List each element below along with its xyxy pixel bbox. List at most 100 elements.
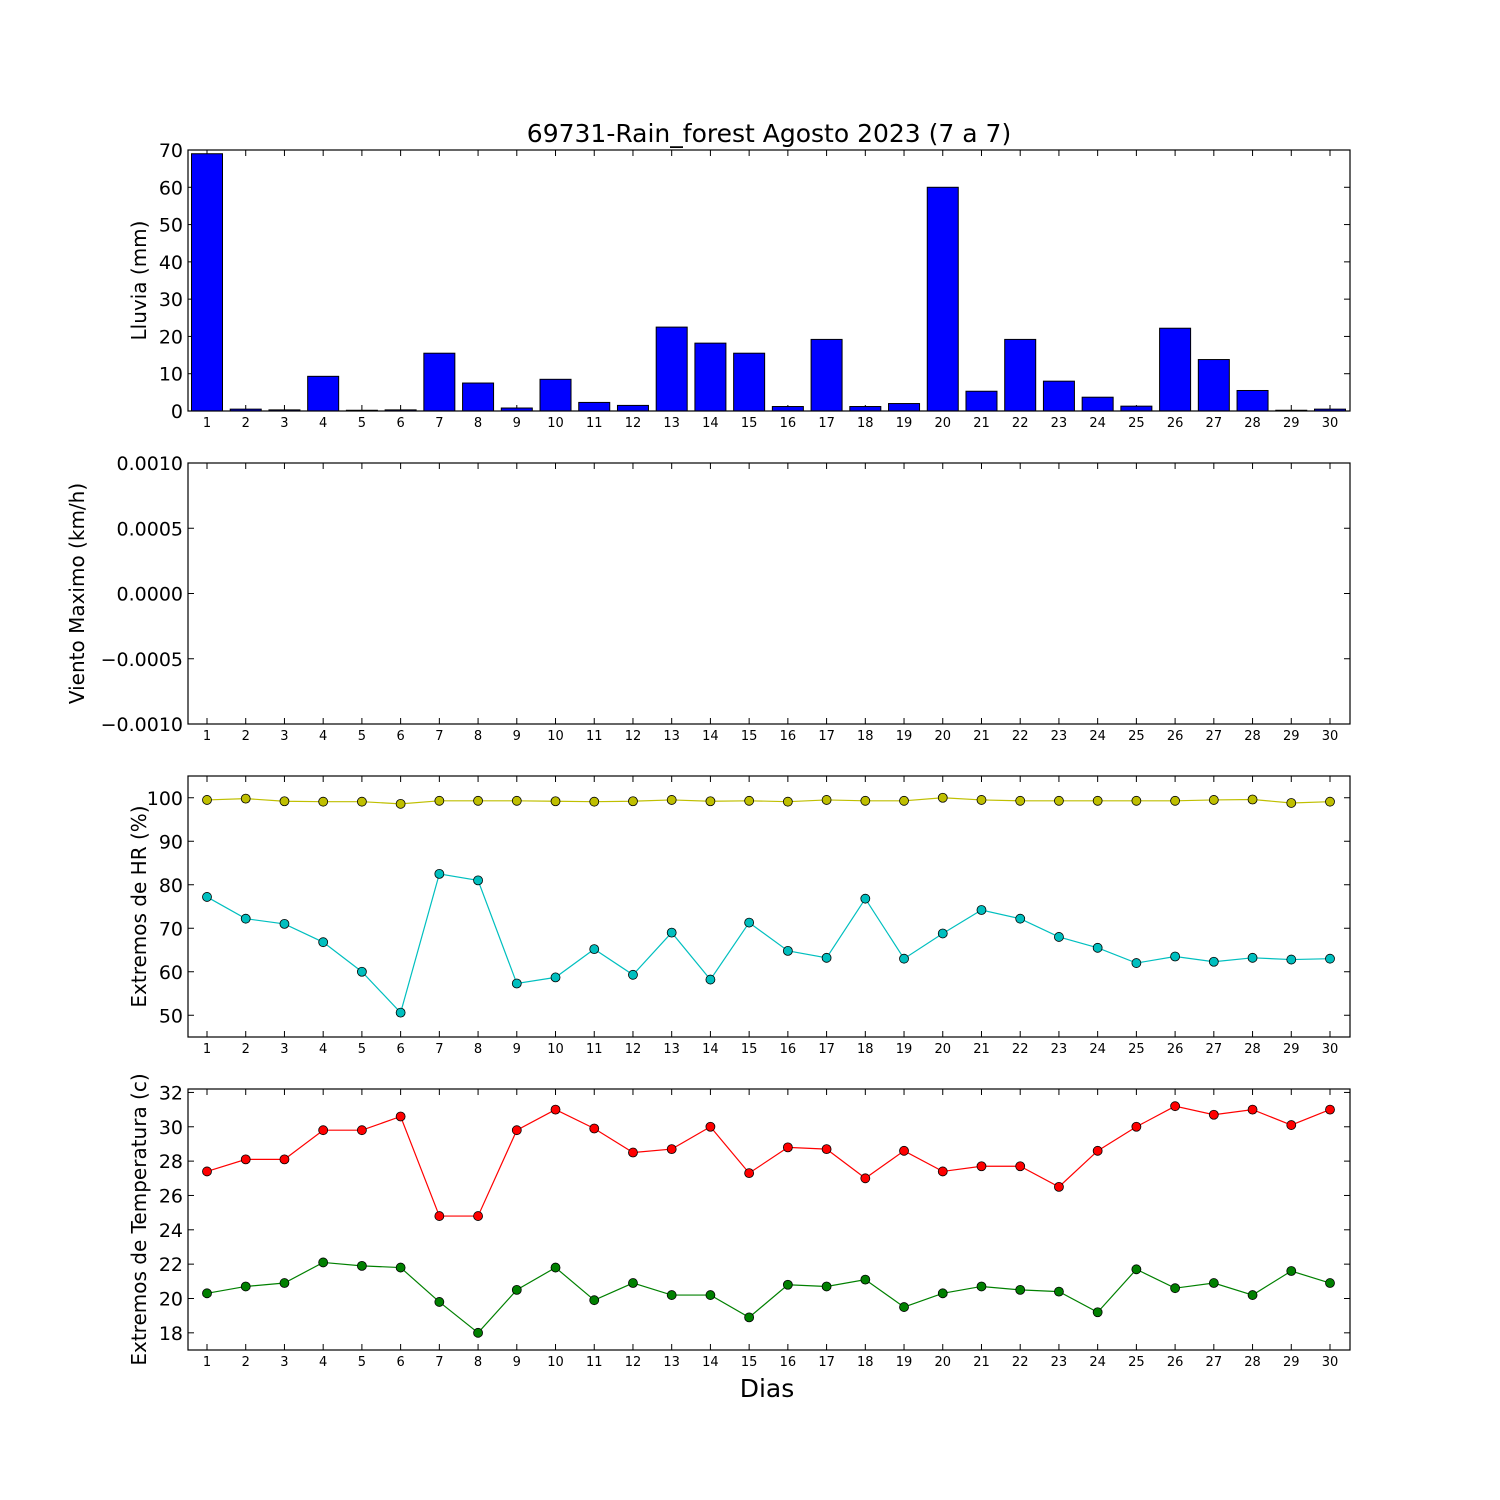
x-tick-label: 16: [780, 1355, 797, 1370]
rain-bar: [462, 382, 495, 412]
series-point: [821, 952, 832, 963]
series-point: [860, 893, 871, 904]
x-tick-label: 4: [319, 729, 327, 744]
rain-bar: [926, 186, 959, 412]
rain-bar: [655, 326, 688, 412]
x-tick-label: 8: [474, 416, 482, 431]
x-tick-label: 6: [396, 416, 404, 431]
series-point: [1325, 953, 1335, 964]
series-point: [1092, 1307, 1103, 1318]
x-tick-label: 28: [1244, 1355, 1261, 1370]
series-point: [1170, 1101, 1181, 1112]
x-tick-label: 1: [203, 1355, 211, 1370]
rain-bar: [771, 406, 804, 412]
x-tick-label: 23: [1051, 416, 1068, 431]
x-tick-label: 22: [1012, 729, 1029, 744]
x-tick-label: 26: [1167, 1355, 1184, 1370]
series-point: [550, 1262, 561, 1273]
x-tick-label: 3: [280, 416, 288, 431]
y-tick-label: 20: [159, 326, 183, 348]
x-tick-label: 9: [513, 729, 521, 744]
x-tick-label: 7: [435, 1042, 443, 1057]
y-tick-label: 70: [159, 140, 183, 162]
x-tick-label: 21: [973, 729, 990, 744]
series-point: [705, 796, 716, 807]
series-point: [1015, 1285, 1026, 1295]
y-tick-label: 80: [159, 875, 183, 897]
x-tick-label: 18: [857, 1355, 874, 1370]
series-point: [1131, 1121, 1142, 1132]
series-point: [356, 1125, 367, 1136]
x-tick-label: 26: [1167, 416, 1184, 431]
x-tick-label: 9: [513, 1355, 521, 1370]
x-tick-label: 29: [1283, 416, 1300, 431]
rain-bar: [1042, 380, 1075, 412]
y-tick-label: 40: [159, 252, 183, 274]
y-tick-label: 0.0000: [117, 584, 183, 606]
x-tick-label: 10: [547, 416, 564, 431]
series-point: [318, 1257, 329, 1268]
series-point: [860, 795, 871, 806]
series-point: [705, 1121, 716, 1132]
series-point: [550, 1104, 561, 1115]
x-tick-label: 12: [625, 416, 642, 431]
series-point: [976, 1161, 987, 1172]
series-point: [976, 905, 987, 915]
rain-bar: [191, 153, 223, 412]
rain-bar: [616, 404, 649, 412]
x-tick-label: 22: [1012, 1355, 1029, 1370]
series-point: [356, 1260, 367, 1271]
y-tick-label: 0.0010: [117, 453, 183, 475]
x-tick-label: 14: [702, 1355, 719, 1370]
series-point: [1286, 1120, 1297, 1130]
y-tick-label: 32: [159, 1082, 183, 1104]
y-axis-label: Extremos de HR (%): [127, 805, 151, 1007]
y-tick-label: 60: [159, 177, 183, 199]
series-point: [782, 796, 793, 807]
y-tick-label: 70: [159, 918, 183, 940]
x-tick-label: 24: [1089, 1355, 1106, 1370]
x-tick-label: 23: [1051, 1042, 1068, 1057]
x-tick-label: 24: [1089, 729, 1106, 744]
series-point: [240, 913, 251, 924]
series-point: [279, 919, 290, 929]
x-tick-label: 18: [857, 729, 874, 744]
series-point: [202, 892, 212, 902]
series-point: [395, 798, 406, 809]
rain-bar: [578, 401, 611, 412]
x-tick-label: 24: [1089, 1042, 1106, 1057]
series-line: [206, 1261, 1331, 1334]
series-point: [782, 1279, 793, 1290]
x-tick-label: 16: [780, 416, 797, 431]
y-axis-label: Extremos de Temperatura (c): [127, 1073, 151, 1365]
x-tick-label: 26: [1167, 729, 1184, 744]
series-point: [1170, 951, 1181, 962]
x-tick-label: 14: [702, 416, 719, 431]
y-tick-label: 28: [159, 1151, 183, 1173]
x-tick-label: 27: [1206, 1355, 1223, 1370]
x-tick-label: 25: [1128, 416, 1145, 431]
x-tick-label: 19: [896, 416, 913, 431]
y-tick-label: 0: [171, 401, 183, 423]
series-point: [937, 792, 948, 803]
y-axis-label: Viento Maximo (km/h): [65, 483, 89, 704]
series-point: [395, 1007, 406, 1018]
series-point: [395, 1111, 406, 1122]
series-point: [434, 1297, 445, 1307]
x-tick-label: 27: [1206, 1042, 1223, 1057]
y-tick-label: 10: [159, 364, 183, 386]
x-tick-label: 4: [319, 1042, 327, 1057]
x-tick-label: 12: [625, 729, 642, 744]
series-point: [744, 1168, 755, 1179]
rain-bar: [423, 352, 456, 412]
x-tick-label: 21: [973, 1042, 990, 1057]
series-point: [1208, 956, 1219, 967]
x-tick-label: 28: [1244, 1042, 1261, 1057]
series-point: [899, 795, 909, 806]
x-tick-label: 14: [702, 729, 719, 744]
x-tick-label: 10: [547, 1042, 564, 1057]
x-tick-label: 27: [1206, 729, 1223, 744]
series-point: [1092, 942, 1103, 953]
x-tick-label: 16: [780, 1042, 797, 1057]
series-point: [240, 793, 251, 804]
